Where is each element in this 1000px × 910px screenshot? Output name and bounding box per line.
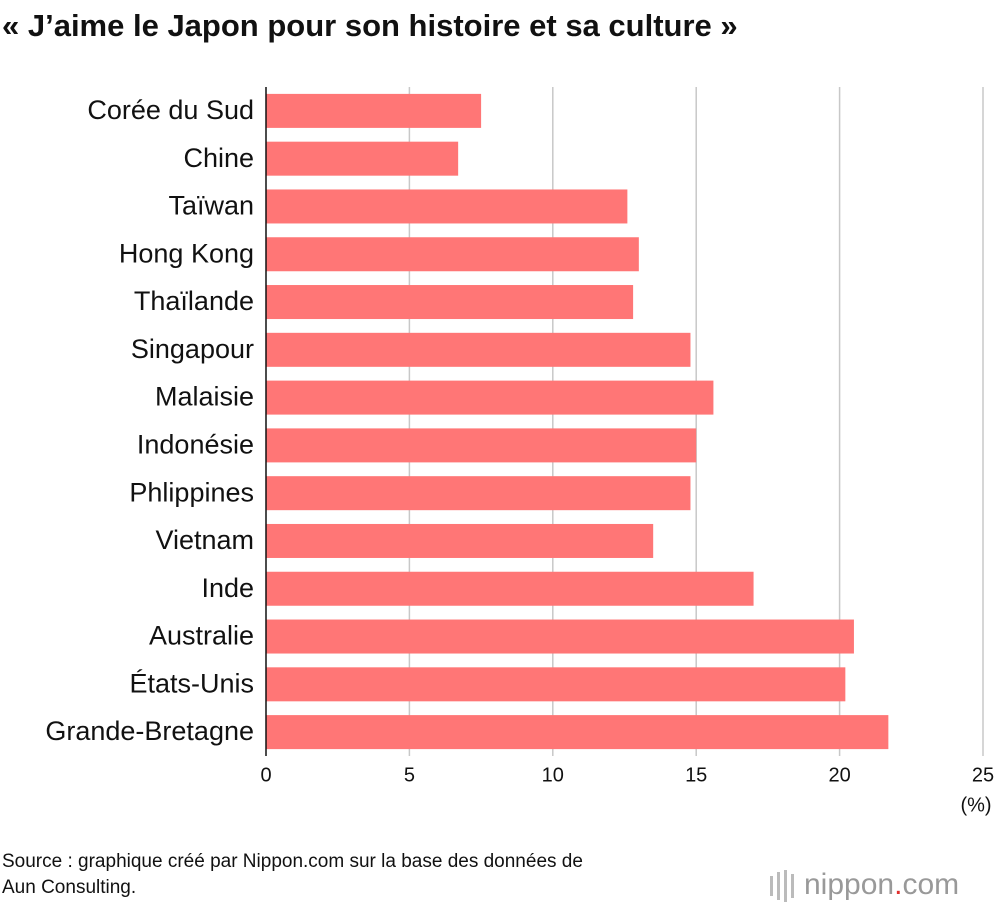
logo-bar xyxy=(784,870,787,902)
x-tick-label: 25 xyxy=(972,764,994,786)
bar xyxy=(266,189,628,224)
bar xyxy=(266,285,634,320)
x-tick-label: 20 xyxy=(828,764,850,786)
bar xyxy=(266,619,854,654)
bar xyxy=(266,332,691,367)
logo-text: nippon.com xyxy=(804,868,959,901)
y-tick-label: Grande-Bretagne xyxy=(45,716,254,746)
source-line: Aun Consulting. xyxy=(2,877,136,898)
y-tick-label: Inde xyxy=(201,573,254,603)
bar xyxy=(266,523,654,558)
source-line: Source : graphique créé par Nippon.com s… xyxy=(2,851,583,872)
logo-suffix: com xyxy=(902,868,959,901)
logo-dot: . xyxy=(894,868,902,901)
bar xyxy=(266,380,714,415)
x-tick-label: 5 xyxy=(404,764,415,786)
bar xyxy=(266,476,691,511)
x-unit: (%) xyxy=(960,794,991,816)
logo: nippon.com xyxy=(770,868,959,902)
bar xyxy=(266,141,459,176)
y-tick-label: Malaisie xyxy=(155,382,254,412)
logo-bar xyxy=(770,876,773,896)
bar xyxy=(266,428,697,463)
y-tick-label: Hong Kong xyxy=(119,238,254,268)
logo-name: nippon xyxy=(804,868,894,901)
bar xyxy=(266,715,889,750)
bar xyxy=(266,667,846,702)
y-tick-label: Indonésie xyxy=(137,430,254,460)
bar xyxy=(266,571,754,606)
chart-title: « J’aime le Japon pour son histoire et s… xyxy=(2,8,738,43)
logo-bar xyxy=(777,872,780,900)
x-tick-label: 10 xyxy=(542,764,564,786)
y-tick-label: Chine xyxy=(183,143,254,173)
x-tick-label: 15 xyxy=(685,764,707,786)
x-tick-label: 0 xyxy=(260,764,271,786)
y-tick-label: États-Unis xyxy=(129,668,254,698)
bar xyxy=(266,93,482,128)
bar xyxy=(266,237,639,272)
y-tick-label: Vietnam xyxy=(155,525,254,555)
y-tick-label: Phlippines xyxy=(129,477,254,507)
y-tick-label: Australie xyxy=(149,621,254,651)
y-tick-label: Taïwan xyxy=(168,191,254,221)
y-tick-label: Singapour xyxy=(131,334,254,364)
y-tick-label: Corée du Sud xyxy=(87,95,254,125)
logo-bar xyxy=(791,874,794,898)
y-tick-label: Thaïlande xyxy=(134,286,254,316)
